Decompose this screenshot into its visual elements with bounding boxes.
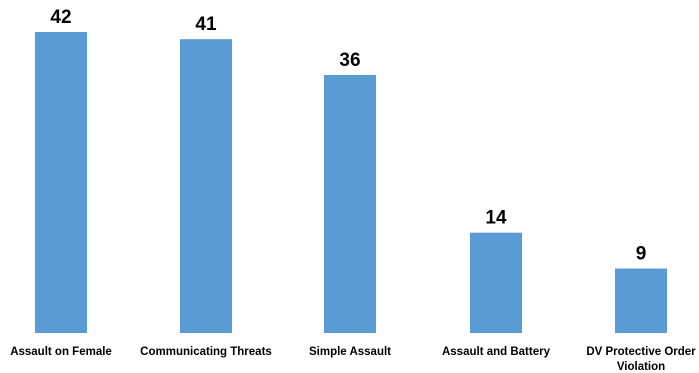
bar-4 <box>615 268 667 333</box>
bar-1 <box>180 39 232 334</box>
bar-value-label-0: 42 <box>50 7 71 28</box>
category-label-0: Assault on Female <box>10 346 112 358</box>
category-label-line: Violation <box>617 361 665 373</box>
bars-group <box>35 32 667 334</box>
bar-0 <box>35 32 87 333</box>
bar-3 <box>470 232 522 333</box>
bar-2 <box>324 75 376 333</box>
bar-value-label-1: 41 <box>195 14 217 35</box>
category-label-line: Communicating Threats <box>140 346 272 358</box>
category-label-line: Assault and Battery <box>442 346 551 358</box>
category-label-1: Communicating Threats <box>140 346 272 358</box>
category-label-line: Assault on Female <box>10 346 112 358</box>
category-label-3: Assault and Battery <box>442 346 551 358</box>
category-label-2: Simple Assault <box>309 346 391 358</box>
category-label-4: DV Protective Order Violation <box>586 346 696 373</box>
bar-value-label-4: 9 <box>636 244 647 265</box>
category-label-line: DV Protective Order <box>586 346 696 358</box>
value-labels-group: 42 41 36 14 9 <box>50 7 646 265</box>
bar-value-label-2: 36 <box>339 50 360 71</box>
category-label-line: Simple Assault <box>309 346 391 358</box>
category-labels-group: Assault on Female Communicating Threats Si… <box>10 346 696 373</box>
bar-value-label-3: 14 <box>485 208 507 229</box>
